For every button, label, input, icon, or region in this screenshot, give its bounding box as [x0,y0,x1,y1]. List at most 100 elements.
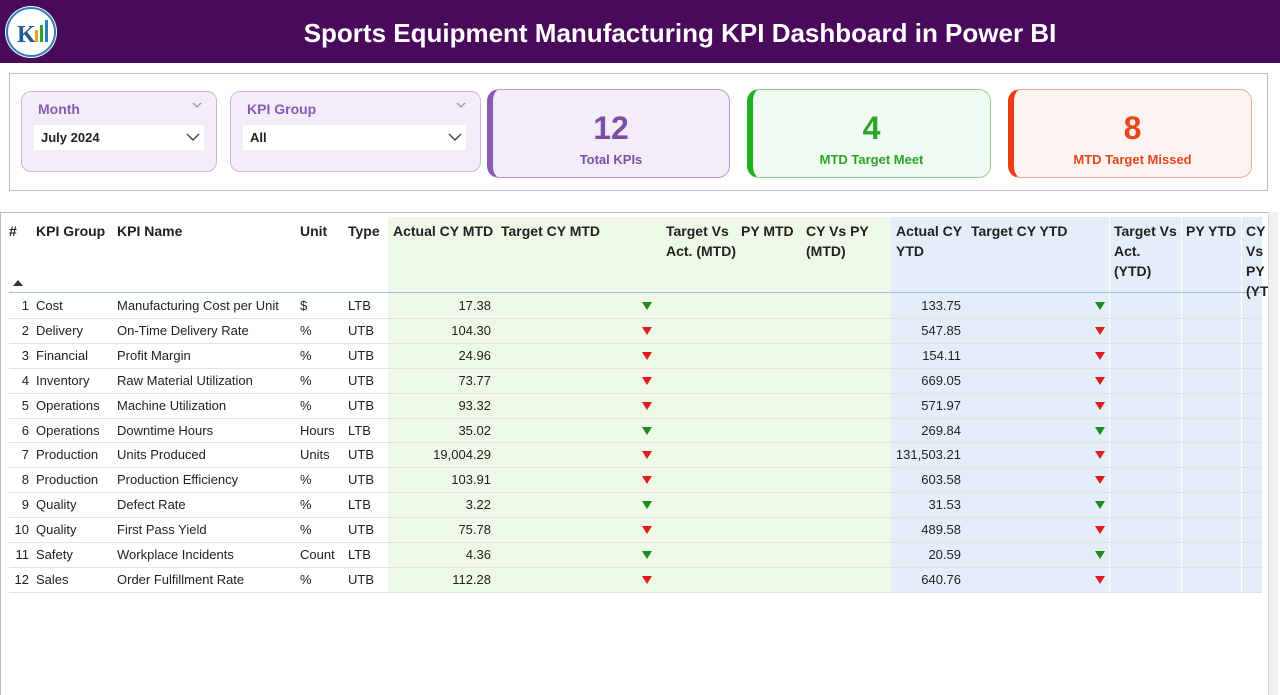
column-header[interactable]: PY MTD [741,223,794,239]
table-cell: LTB [348,547,371,562]
column-header[interactable]: KPI Name [117,223,183,239]
chevron [456,102,466,108]
status-arrow [1095,526,1105,535]
column-header[interactable]: # [9,223,17,239]
column-header[interactable]: Actual CY MTD [393,223,494,239]
column-header[interactable]: Target Vs Act. (YTD) [1114,223,1177,279]
column-header[interactable]: CY Vs PY (YTD) [1246,223,1268,299]
chevron [186,133,200,141]
table-cell: 104.30 [451,322,491,338]
row-divider [9,367,1262,369]
table-cell: Production Efficiency [117,472,239,488]
svg-text:K: K [17,22,36,48]
logo-icon: K [6,7,56,57]
kpi-card: 8 MTD Target Missed [1008,89,1252,178]
table-cell: 669.05 [921,372,961,388]
table-cell: Raw Material Utilization [117,372,253,388]
column-header[interactable]: Type [348,223,380,239]
table-cell: 603.58 [921,472,961,488]
column-header[interactable]: Target CY MTD [501,223,601,239]
table-cell: Defect Rate [117,497,186,513]
table-cell: Operations [36,397,100,413]
status-arrow [642,302,652,310]
column-divider [1109,217,1110,593]
table-cell: 35.02 [458,422,491,438]
table-cell: 133.75 [921,298,961,313]
table-cell: 640.76 [921,571,961,587]
table-cell: Production [36,447,99,463]
table-cell: 12 [14,571,29,587]
table-cell: Units [300,447,330,463]
arrow-shape [642,376,652,385]
row-divider [9,517,1262,519]
table-cell: 1 [21,298,29,313]
table-cell: 75.78 [458,522,491,538]
table-cell: Profit Margin [117,347,191,363]
card-label: MTD Target Meet [819,152,924,167]
row-divider [9,542,1262,543]
table-cell: % [300,397,312,413]
table-cell: 8 [21,472,29,488]
table-cell: 269.84 [921,422,961,438]
row-divider [9,566,1262,568]
table-cell: 2 [21,322,29,338]
status-arrow [1095,351,1105,360]
arrow-shape [1095,526,1105,535]
arrow-shape [642,476,652,485]
slicer-dropdown[interactable]: July 2024 [34,125,204,150]
column-header[interactable]: KPI Group [36,223,106,239]
column-header[interactable]: Target Vs Act. (MTD) [666,223,736,259]
table-cell: Operations [36,422,100,438]
arrow-shape [1095,351,1105,360]
table-cell: Production [36,472,99,488]
arrow-shape [1095,575,1105,584]
table-cell: 93.32 [458,397,491,413]
card-label: Total KPIs [579,152,643,167]
arrow-shape [1095,302,1105,310]
column-header[interactable]: Unit [300,223,328,239]
table-cell: First Pass Yield [117,522,207,538]
table-cell: UTB [348,571,374,587]
slicer-dropdown[interactable]: All [243,125,466,150]
table-cell: Financial [36,347,89,363]
month-slicer[interactable]: Month July 2024 [21,91,217,172]
table-cell: UTB [348,522,374,538]
table-cell: 4 [21,372,29,388]
row-divider [9,492,1262,494]
table-cell: UTB [348,322,374,338]
table-cell: Downtime Hours [117,422,214,438]
column-header[interactable]: Actual CY YTD [896,223,962,259]
dashboard-title: Sports Equipment Manufacturing KPI Dashb… [303,18,1057,48]
table-cell: % [300,497,312,513]
table-cell: Delivery [36,322,83,338]
table-cell: Safety [36,547,73,562]
arrow-shape [642,575,652,584]
table-cell: 103.91 [451,472,491,488]
status-arrow [1095,551,1105,559]
logo: K [5,6,57,58]
table-cell: LTB [348,497,371,513]
row-divider [9,317,1262,319]
kpi-card: 12 Total KPIs [487,89,730,178]
table-cell: % [300,322,312,338]
table-cell: 7 [21,447,29,463]
column-header[interactable]: CY Vs PY (MTD) [806,223,869,259]
table-cell: LTB [348,298,371,313]
table-cell: Units Produced [117,447,206,463]
arrow-shape [642,551,652,559]
table-cell: UTB [348,472,374,488]
slicer-label: Month [38,101,80,117]
table-cell: % [300,347,312,363]
column-header[interactable]: Target CY YTD [971,223,1068,239]
arrow-shape [642,302,652,310]
table-cell: 73.77 [458,372,491,388]
scrollbar[interactable] [1268,212,1278,695]
status-arrow [1095,575,1105,584]
kpi-group-slicer[interactable]: KPI Group All [230,91,481,172]
column-header[interactable]: PY YTD [1186,223,1237,239]
card-value: 8 [1123,110,1142,146]
table-cell: Workplace Incidents [117,547,234,562]
arrow-shape [1095,401,1105,410]
table-cell: Quality [36,522,77,538]
